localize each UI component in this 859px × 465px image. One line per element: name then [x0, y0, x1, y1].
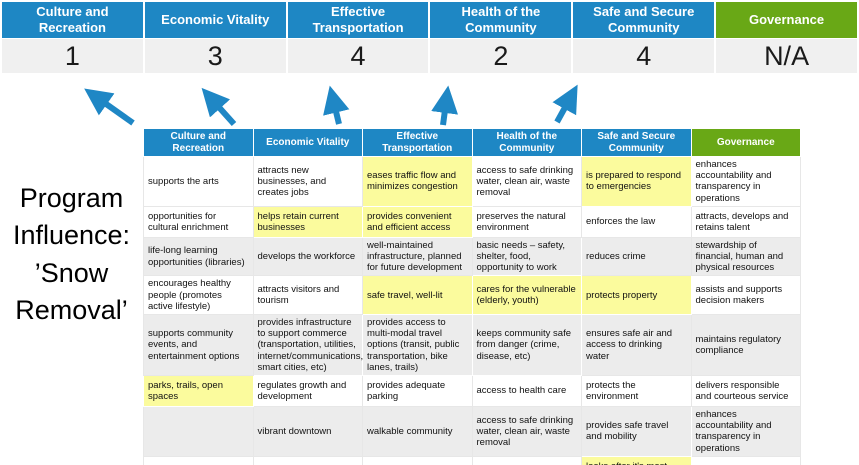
matrix-cell: delivers responsible and courteous servi…	[690, 375, 801, 408]
matrix-column-header-4: Health of the Community	[471, 128, 582, 157]
matrix-cell	[690, 455, 801, 465]
matrix-column-header-5: Safe and Secure Community	[581, 128, 692, 157]
summary-category-6: Governance	[716, 2, 857, 38]
program-label-line: Influence:	[12, 220, 131, 251]
matrix-cell: is prepared to respond to emergencies	[581, 156, 692, 207]
matrix-cell: eases traffic flow and minimizes congest…	[362, 156, 473, 207]
matrix-cell: provides adequate parking	[362, 375, 473, 408]
matrix-cell: enhances accountability and transparency…	[690, 156, 801, 207]
matrix-cell: supports community events, and entertain…	[143, 314, 254, 377]
matrix-row-1: supports the arts attracts new businesses…	[143, 156, 801, 207]
summary-score-1: 1	[2, 39, 143, 73]
matrix-cell: access to health care	[471, 375, 582, 408]
arrow-up-icon	[323, 85, 350, 125]
program-influence-label: Program Influence: ’Snow Removal’	[0, 180, 143, 329]
matrix-cell: vibrant downtown	[252, 406, 363, 457]
matrix-cell: attracts, develops and retains talent	[690, 205, 801, 238]
summary-category-5: Safe and Secure Community	[573, 2, 715, 38]
summary-score-5: 4	[573, 39, 715, 73]
summary-score-2: 3	[144, 39, 286, 73]
matrix-cell: provides access to multi-modal travel op…	[362, 314, 473, 377]
matrix-cell: supports the arts	[143, 156, 254, 207]
matrix-cell	[471, 455, 582, 465]
summary-category-4: Health of the Community	[430, 2, 572, 38]
matrix-header-row: Culture and Recreation Economic Vitality E…	[143, 128, 801, 157]
summary-score-6: N/A	[716, 39, 857, 73]
matrix-cell: reduces crime	[581, 236, 692, 277]
matrix-cell: assists and supports decision makers	[690, 275, 801, 316]
matrix-cell: enhances accountability and transparency…	[690, 406, 801, 457]
matrix-cell: provides convenient and efficient access	[362, 205, 473, 238]
matrix-cell: preserves the natural environment	[471, 205, 582, 238]
matrix-cell: regulates growth and development	[252, 375, 363, 408]
matrix-cell	[143, 406, 254, 457]
matrix-cell: access to safe drinking water, clean air…	[471, 156, 582, 207]
matrix-row-8: looks after it's most vulnerable	[143, 455, 801, 465]
summary-category-2: Economic Vitality	[144, 2, 286, 38]
matrix-cell: life-long learning opportunities (librar…	[143, 236, 254, 277]
score-summary: Culture and Recreation Economic Vitality E…	[2, 2, 857, 73]
matrix-cell: ensures safe air and access to drinking …	[581, 314, 692, 377]
summary-category-1: Culture and Recreation	[2, 2, 143, 38]
matrix-cell: encourages healthy people (promotes acti…	[143, 275, 254, 316]
program-label-line: Removal’	[15, 294, 128, 325]
matrix-cell: basic needs – safety, shelter, food, opp…	[471, 236, 582, 277]
matrix-cell: maintains regulatory compliance	[690, 314, 801, 377]
program-label-line: ’Snow	[34, 257, 109, 288]
matrix-cell: parks, trails, open spaces	[143, 375, 254, 408]
matrix-column-header-6: Governance	[690, 128, 801, 157]
matrix-row-3: life-long learning opportunities (librar…	[143, 236, 801, 277]
matrix-cell	[252, 455, 363, 465]
matrix-row-6: parks, trails, open spaces regulates grow…	[143, 375, 801, 408]
matrix-cell: safe travel, well-lit	[362, 275, 473, 316]
arrow-up-icon	[431, 85, 459, 126]
matrix-cell	[362, 455, 473, 465]
arrow-up-icon	[201, 87, 237, 127]
matrix-cell: attracts visitors and tourism	[252, 275, 363, 316]
matrix-row-4: encourages healthy people (promotes acti…	[143, 275, 801, 316]
summary-score-4: 2	[430, 39, 572, 73]
matrix-row-7: vibrant downtown walkable community access…	[143, 406, 801, 457]
summary-category-3: Effective Transportation	[287, 2, 429, 38]
matrix-cell: opportunities for cultural enrichment	[143, 205, 254, 238]
matrix-cell: looks after it's most vulnerable	[581, 455, 692, 465]
matrix-column-header-1: Culture and Recreation	[143, 128, 254, 157]
program-label-line: Program	[19, 183, 124, 213]
arrow-up-icon	[552, 84, 578, 124]
summary-score-row: 1 3 4 2 4 N/A	[2, 38, 857, 73]
summary-score-3: 4	[287, 39, 429, 73]
matrix-cell: enforces the law	[581, 205, 692, 238]
matrix-row-2: opportunities for cultural enrichment hel…	[143, 205, 801, 238]
priorities-matrix-table: Culture and Recreation Economic Vitality E…	[143, 128, 801, 465]
matrix-column-header-3: Effective Transportation	[362, 128, 473, 157]
matrix-cell	[143, 455, 254, 465]
matrix-cell: cares for the vulnerable (elderly, youth…	[471, 275, 582, 316]
matrix-cell: well-maintained infrastructure, planned …	[362, 236, 473, 277]
summary-header-row: Culture and Recreation Economic Vitality E…	[2, 2, 857, 38]
matrix-cell: access to safe drinking water, clean air…	[471, 406, 582, 457]
arrow-up-icon	[84, 88, 135, 126]
matrix-cell: attracts new businesses, and creates job…	[252, 156, 363, 207]
matrix-row-5: supports community events, and entertain…	[143, 314, 801, 377]
matrix-column-header-2: Economic Vitality	[252, 128, 363, 157]
matrix-cell: provides safe travel and mobility	[581, 406, 692, 457]
matrix-cell: provides infrastructure to support comme…	[252, 314, 363, 377]
matrix-cell: develops the workforce	[252, 236, 363, 277]
matrix-cell: keeps community safe from danger (crime,…	[471, 314, 582, 377]
matrix-cell: helps retain current businesses	[252, 205, 363, 238]
matrix-cell: protects property	[581, 275, 692, 316]
matrix-cell: walkable community	[362, 406, 473, 457]
matrix-cell: stewardship of financial, human and phys…	[690, 236, 801, 277]
matrix-cell: protects the environment	[581, 375, 692, 408]
